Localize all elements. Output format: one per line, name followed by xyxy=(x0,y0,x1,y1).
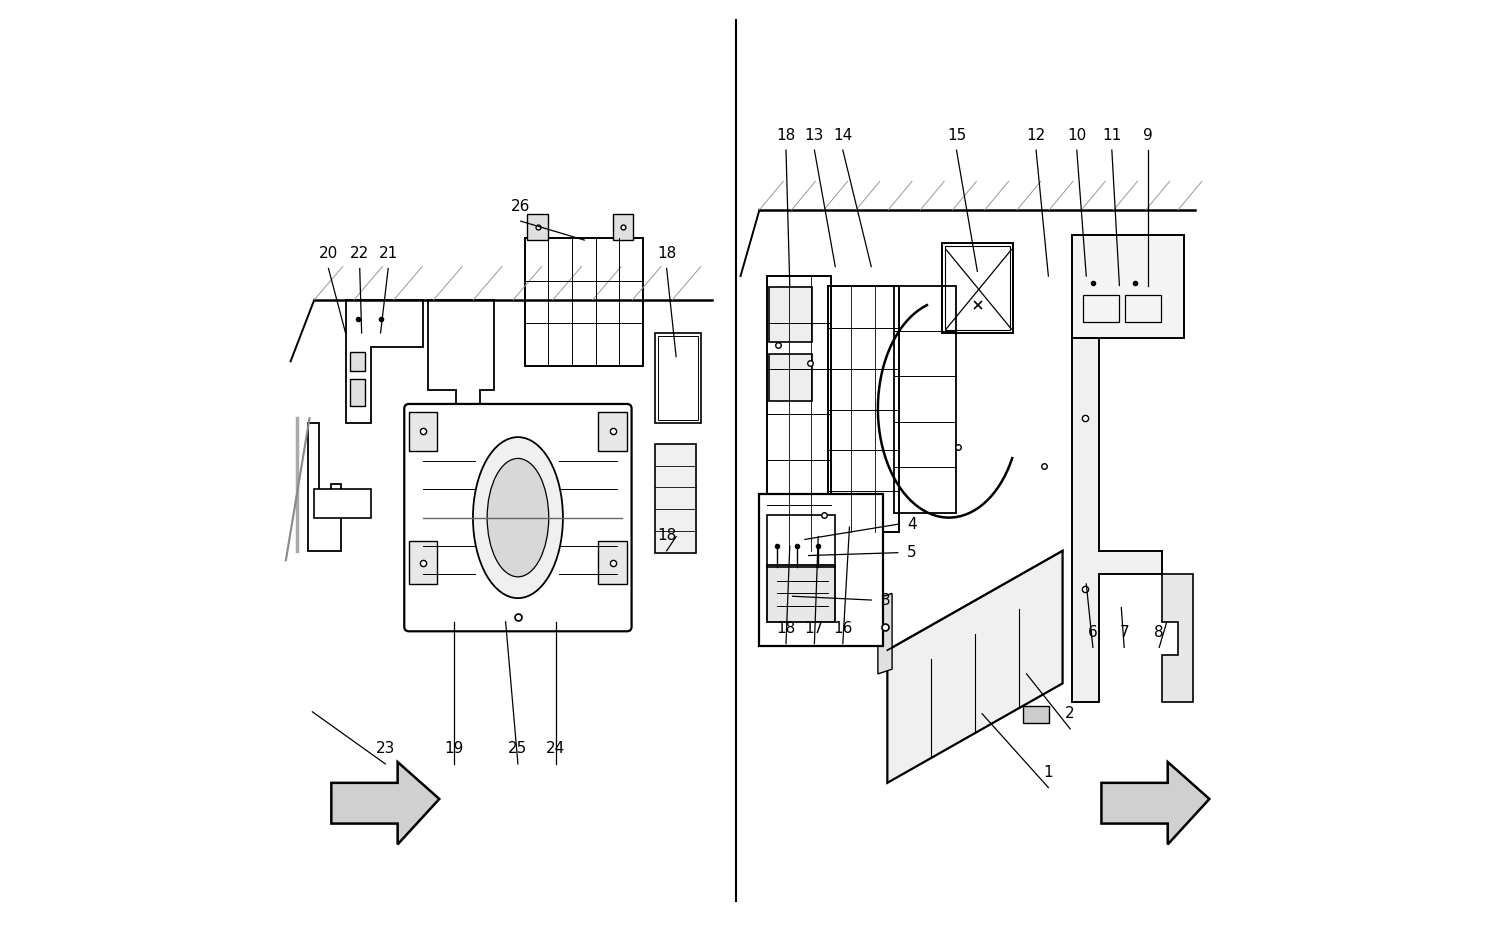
Bar xyxy=(759,494,882,645)
Text: 24: 24 xyxy=(546,741,566,756)
Text: 18: 18 xyxy=(777,621,795,637)
Text: 4: 4 xyxy=(908,517,916,532)
Text: 1: 1 xyxy=(1044,765,1053,780)
Bar xyxy=(942,243,1014,332)
Text: 3: 3 xyxy=(880,593,891,608)
Bar xyxy=(410,542,438,584)
Ellipse shape xyxy=(472,437,562,598)
Bar xyxy=(766,565,836,622)
Polygon shape xyxy=(888,551,1062,783)
Ellipse shape xyxy=(488,459,549,577)
Bar xyxy=(351,352,366,370)
Text: 2: 2 xyxy=(1065,706,1076,721)
Bar xyxy=(410,411,438,451)
Text: 17: 17 xyxy=(806,621,824,637)
Bar xyxy=(1023,706,1050,723)
Text: 19: 19 xyxy=(446,741,464,756)
Text: 8: 8 xyxy=(1155,625,1164,639)
Text: 10: 10 xyxy=(1066,127,1086,142)
Bar xyxy=(656,332,700,423)
Bar xyxy=(1125,295,1161,321)
Polygon shape xyxy=(878,594,892,674)
Bar xyxy=(894,286,956,513)
Text: 22: 22 xyxy=(350,246,369,261)
Text: 14: 14 xyxy=(833,127,852,142)
Text: 16: 16 xyxy=(833,621,852,637)
Bar xyxy=(598,542,627,584)
Text: 7: 7 xyxy=(1119,625,1130,639)
Bar xyxy=(828,286,898,532)
Text: 5: 5 xyxy=(908,545,916,560)
Bar xyxy=(525,238,644,366)
Text: 13: 13 xyxy=(804,127,824,142)
Text: 15: 15 xyxy=(946,127,966,142)
Text: 21: 21 xyxy=(378,246,398,261)
Polygon shape xyxy=(332,762,440,845)
Bar xyxy=(658,335,698,420)
Bar xyxy=(1083,295,1119,321)
Polygon shape xyxy=(1101,762,1209,845)
Bar xyxy=(598,411,627,451)
Bar xyxy=(351,379,366,406)
Bar xyxy=(612,214,633,240)
Text: 18: 18 xyxy=(777,127,795,142)
Text: 23: 23 xyxy=(375,741,394,756)
Bar xyxy=(315,489,370,518)
Text: 6: 6 xyxy=(1088,625,1098,639)
Bar xyxy=(528,214,548,240)
Bar xyxy=(766,515,836,567)
Bar xyxy=(656,444,696,553)
Text: 12: 12 xyxy=(1026,127,1045,142)
Text: 25: 25 xyxy=(509,741,528,756)
Bar xyxy=(945,246,1011,330)
Text: 26: 26 xyxy=(512,199,531,214)
Bar xyxy=(1072,236,1184,337)
Polygon shape xyxy=(1162,575,1194,702)
Text: 18: 18 xyxy=(657,246,676,261)
Text: 9: 9 xyxy=(1143,127,1152,142)
Bar xyxy=(770,353,812,401)
Text: 18: 18 xyxy=(657,528,676,543)
Polygon shape xyxy=(1072,337,1162,702)
Bar xyxy=(770,288,812,342)
Text: 11: 11 xyxy=(1102,127,1122,142)
Bar xyxy=(766,276,831,551)
FancyBboxPatch shape xyxy=(405,404,632,632)
Text: 20: 20 xyxy=(320,246,338,261)
